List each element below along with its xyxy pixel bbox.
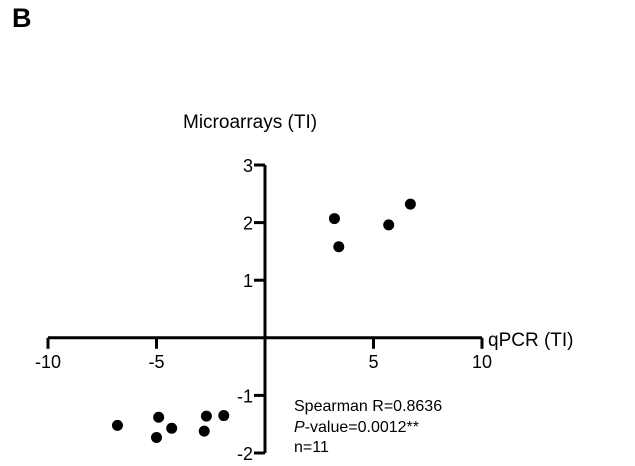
data-point (111, 419, 123, 431)
annotation-spearman: Spearman R=0.8636 (294, 398, 442, 415)
annotation-pvalue: P-value=0.0012** (294, 419, 419, 436)
annotation-n: n=11 (294, 439, 329, 456)
x-tick-label: -10 (35, 352, 61, 372)
x-tick-label: 10 (472, 352, 492, 372)
data-point (328, 213, 340, 225)
x-tick-label: -5 (148, 352, 164, 372)
y-tick-label: -1 (237, 386, 253, 406)
panel-label: B (12, 3, 32, 33)
data-point (404, 198, 416, 210)
y-tick-label: 3 (243, 156, 253, 176)
annotation-pvalue-italic: P (294, 419, 305, 436)
annotation-pvalue-text: -value=0.0012** (305, 419, 419, 436)
y-tick-label: 2 (243, 214, 253, 234)
data-point (198, 425, 210, 437)
data-point (383, 219, 395, 231)
data-point (166, 422, 178, 434)
stats-annotation: Spearman R=0.8636 P-value=0.0012** n=11 (294, 398, 442, 456)
axes: -10 -5 5 10 -2 -1 1 2 3 (35, 156, 492, 464)
x-tick-label: 5 (368, 352, 378, 372)
data-point (153, 411, 165, 423)
data-point (151, 431, 162, 443)
data-point (218, 410, 230, 422)
y-axis-title: Microarrays (TI) (183, 112, 317, 133)
data-point (200, 410, 212, 422)
data-points (111, 198, 416, 443)
y-tick-label: -2 (237, 444, 253, 464)
x-axis-title: qPCR (TI) (488, 330, 574, 351)
y-tick-label: 1 (243, 271, 253, 291)
data-point (333, 241, 345, 253)
